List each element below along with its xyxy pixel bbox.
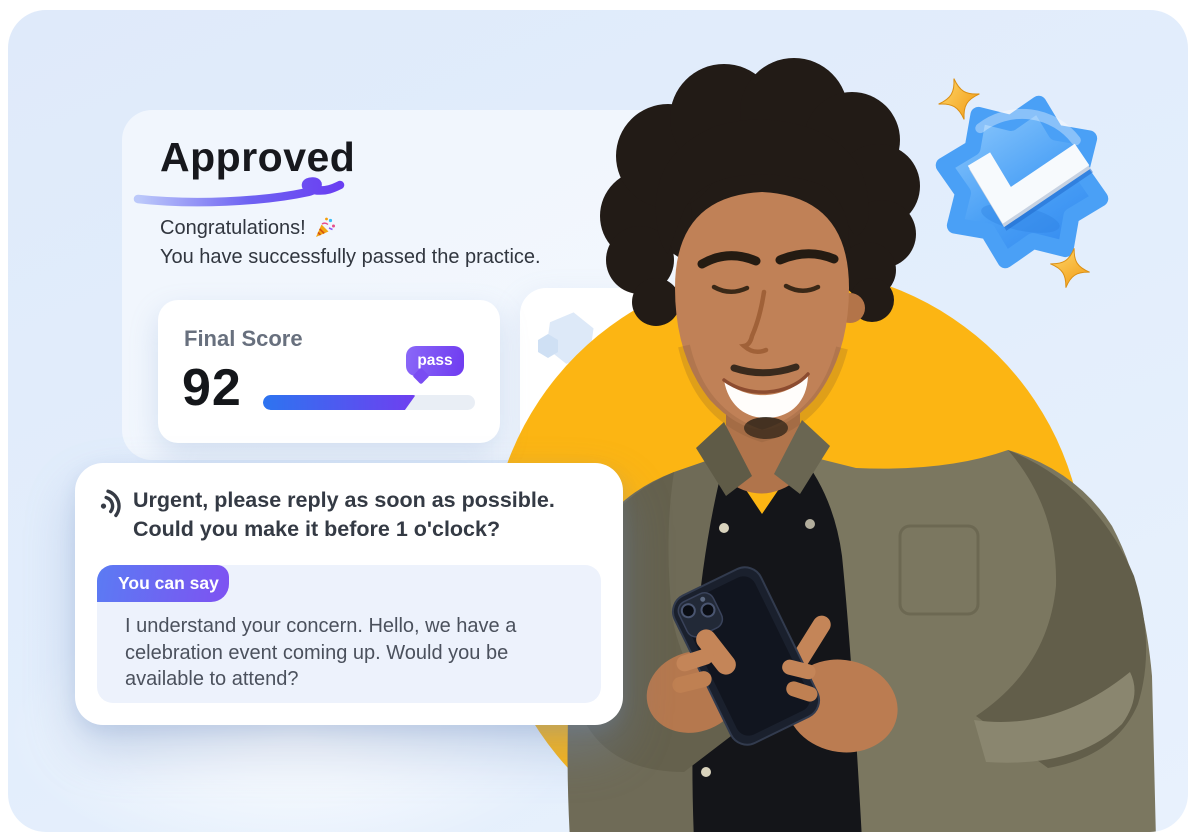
progress-fill bbox=[263, 395, 416, 410]
final-score-label: Final Score bbox=[184, 326, 303, 351]
success-subtitle: You have successfully passed the practic… bbox=[160, 246, 541, 268]
chat-message-line2: Could you make it before 1 o'clock? bbox=[133, 517, 501, 541]
party-popper-icon bbox=[315, 217, 335, 237]
chat-message-line1: Urgent, please reply as soon as possible… bbox=[133, 488, 555, 512]
congrats-line: Congratulations! bbox=[160, 216, 337, 240]
suggestion-box: You can say I understand your concern. H… bbox=[97, 565, 601, 703]
verified-check-badge-icon bbox=[935, 95, 1109, 269]
brush-underline-icon bbox=[133, 177, 345, 207]
pass-badge: pass bbox=[406, 346, 464, 376]
suggestion-text: I understand your concern. Hello, we hav… bbox=[125, 615, 517, 690]
sparkle-star-icon bbox=[1050, 248, 1090, 288]
final-score-card: Final Score 92 pass bbox=[158, 300, 500, 443]
final-score-value: 92 bbox=[182, 359, 242, 417]
score-progress-track bbox=[263, 395, 475, 410]
sparkle-star-icon bbox=[938, 78, 980, 120]
approved-title: Approved bbox=[160, 134, 356, 180]
suggestion-tag: You can say bbox=[97, 565, 229, 602]
chat-card: Urgent, please reply as soon as possible… bbox=[75, 463, 623, 725]
background-panel: Approved Congratulations! You have succe… bbox=[8, 10, 1188, 832]
voice-signal-icon bbox=[100, 489, 121, 518]
congrats-text: Congratulations! bbox=[160, 216, 306, 239]
